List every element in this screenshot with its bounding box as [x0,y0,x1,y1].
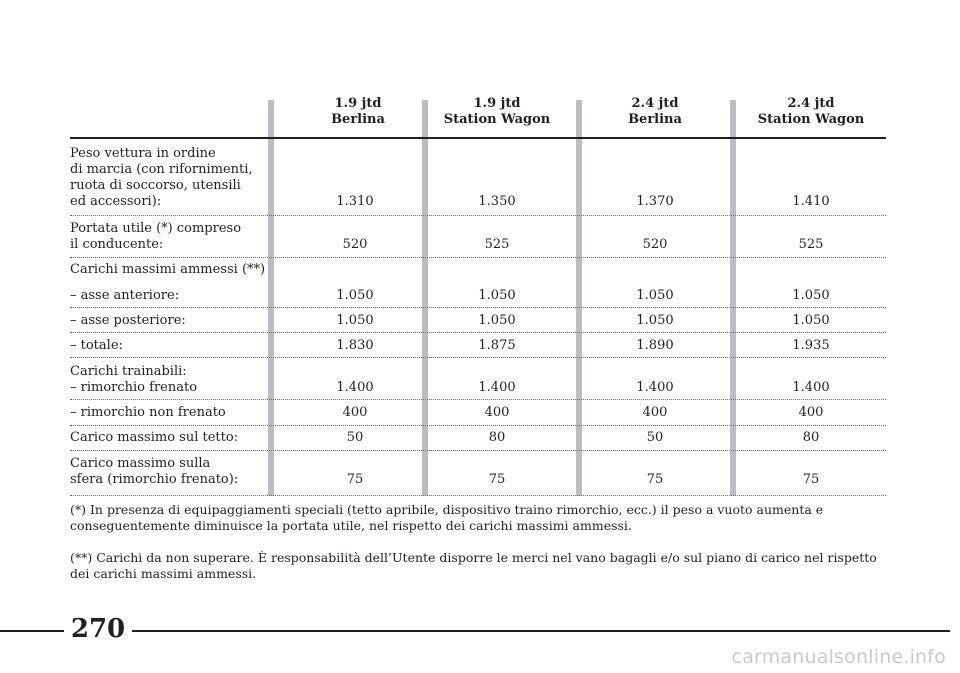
table-cell: 50 [346,430,364,445]
row-label: di marcia (con rifornimenti, [70,162,253,177]
row-separator [70,357,886,358]
weights-table: 1.9 jtd Berlina 1.9 jtd Station Wagon 2.… [70,96,886,138]
row-label: – rimorchio non frenato [70,405,226,420]
row-label: – totale: [70,338,123,353]
table-cell: 1.050 [792,288,830,303]
header-rule [70,137,886,139]
table-cell: 80 [488,430,506,445]
table-cell: 1.350 [478,194,516,209]
footer-rule-right [132,630,950,632]
table-cell: 1.310 [336,194,374,209]
table-cell: 75 [488,472,506,487]
table-cell: 1.400 [636,380,674,395]
row-separator [70,257,886,258]
footer-rule-left [0,630,64,632]
row-separator [70,215,886,216]
row-label: Portata utile (*) compreso [70,221,242,236]
table-cell: 400 [342,405,368,420]
table-cell: 75 [346,472,364,487]
row-separator [70,307,886,308]
column-header-1: 1.9 jtd Berlina [331,96,385,127]
table-cell: 1.370 [636,194,674,209]
footnote-1: (*) In presenza di equipaggiamenti speci… [70,502,824,533]
table-cell: 1.890 [636,338,674,353]
column-divider-2 [422,100,428,496]
row-separator [70,399,886,400]
table-cell: 1.400 [478,380,516,395]
row-label: Peso vettura in ordine [70,146,216,161]
row-label: Carico massimo sul tetto: [70,430,239,445]
table-cell: 525 [798,237,824,252]
row-separator [70,450,886,451]
table-cell: 80 [802,430,820,445]
row-label: sfera (rimorchio frenato): [70,472,239,487]
table-cell: 75 [646,472,664,487]
table-header: 1.9 jtd Berlina 1.9 jtd Station Wagon 2.… [70,96,886,138]
row-label: ed accessori): [70,194,162,209]
row-label: Carichi massimi ammessi (**) [70,262,266,277]
table-cell: 1.050 [336,288,374,303]
table-cell: 1.050 [478,288,516,303]
table-cell: 1.050 [336,313,374,328]
table-cell: 1.830 [336,338,374,353]
table-cell: 520 [642,237,668,252]
table-cell: 1.400 [336,380,374,395]
table-cell: 400 [798,405,824,420]
row-label: il conducente: [70,237,164,252]
table-cell: 1.050 [636,288,674,303]
table-cell: 400 [642,405,668,420]
column-divider-4 [730,100,736,496]
column-header-2: 1.9 jtd Station Wagon [443,96,551,127]
table-cell: 520 [342,237,368,252]
table-cell: 1.050 [636,313,674,328]
column-divider-3 [576,100,582,496]
column-divider-1 [268,100,274,496]
table-cell: 1.935 [792,338,830,353]
table-cell: 50 [646,430,664,445]
row-label: – asse posteriore: [70,313,186,328]
table-cell: 400 [484,405,510,420]
row-label: ruota di soccorso, utensili [70,178,241,193]
row-separator [70,495,886,496]
row-label: – asse anteriore: [70,288,180,303]
table-cell: 1.875 [478,338,516,353]
table-cell: 1.410 [792,194,830,209]
column-header-4: 2.4 jtd Station Wagon [757,96,865,127]
table-cell: 1.050 [478,313,516,328]
column-header-3: 2.4 jtd Berlina [628,96,682,127]
watermark: carmanualsonline.info [731,646,946,668]
page-number: 270 [70,614,126,644]
table-cell: 525 [484,237,510,252]
table-cell: 1.400 [792,380,830,395]
table-cell: 75 [802,472,820,487]
row-label: – rimorchio frenato [70,380,198,395]
table-cell: 1.050 [792,313,830,328]
row-separator [70,332,886,333]
footnote-2: (**) Carichi da non superare. È responsa… [70,550,877,581]
row-label: Carico massimo sulla [70,456,211,471]
row-separator [70,425,886,426]
row-label: Carichi trainabili: [70,364,187,379]
